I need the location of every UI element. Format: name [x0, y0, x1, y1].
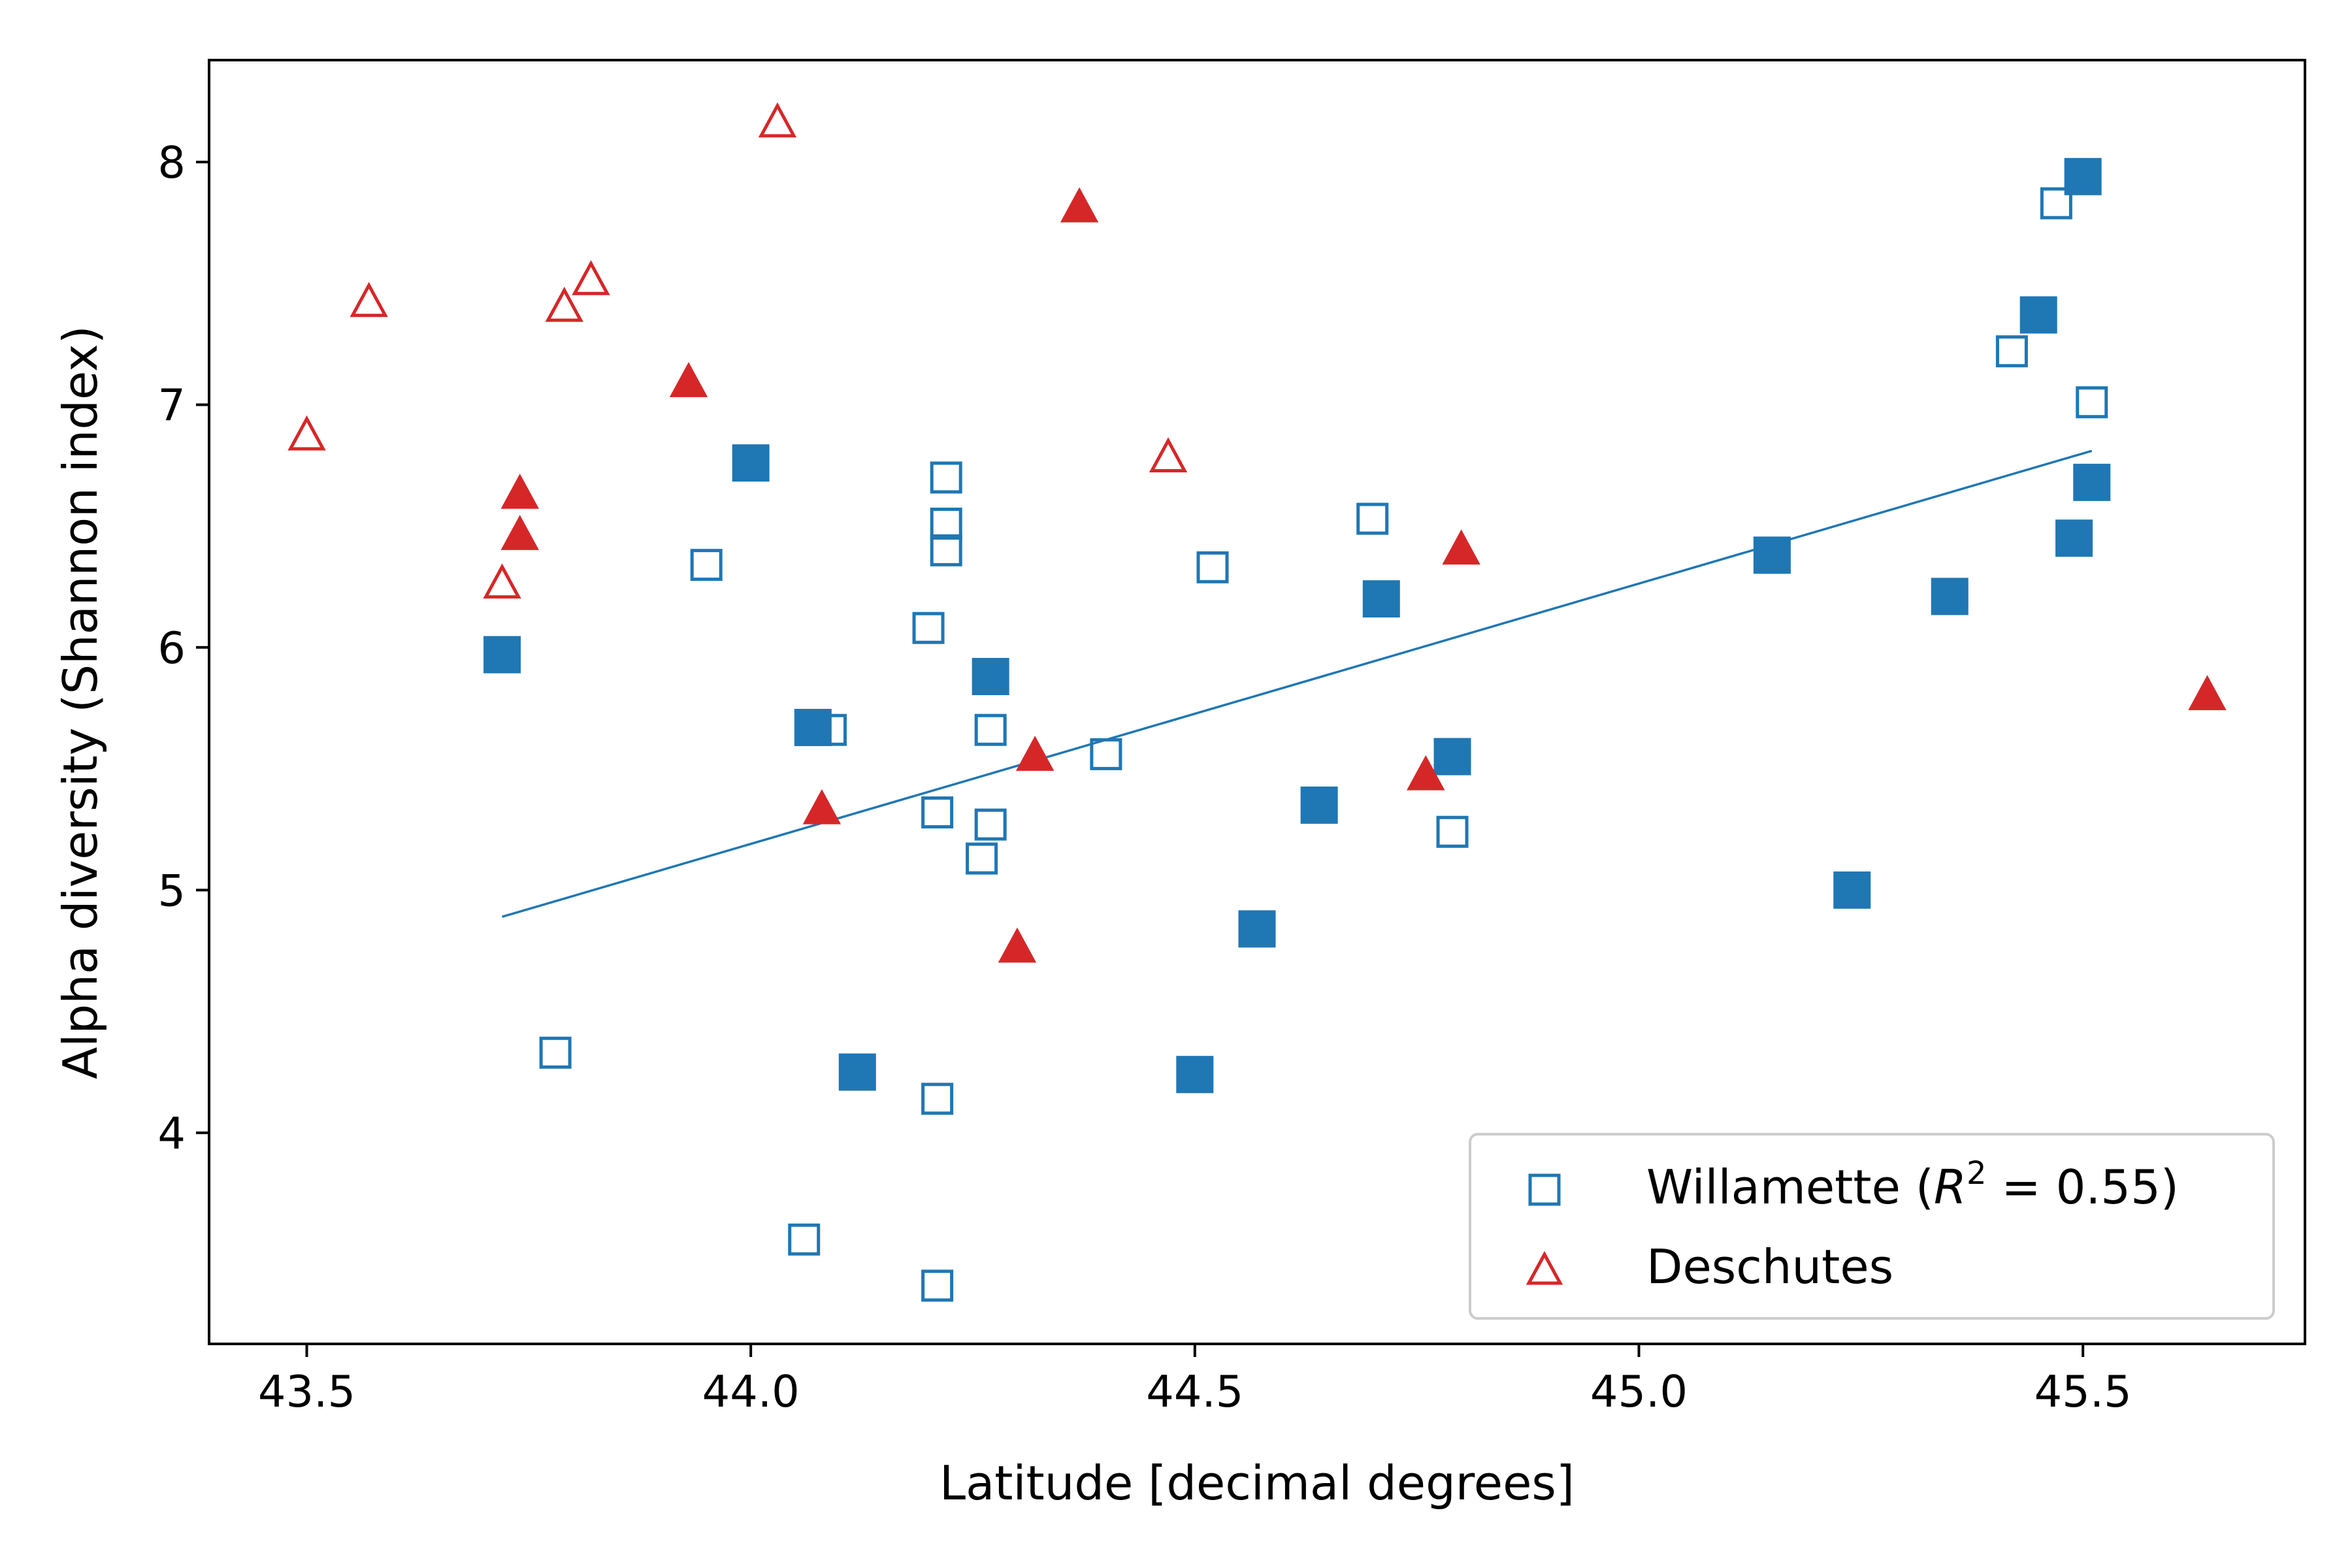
willamette-point	[1833, 871, 1871, 909]
deschutes-point	[2188, 675, 2227, 710]
x-axis-ticks: 43.5 44.0 44.5 45.0 45.5	[258, 1344, 2132, 1417]
fit-line-layer	[502, 449, 2093, 918]
deschutes-point	[758, 102, 797, 138]
x-tick-label: 45.5	[2034, 1366, 2132, 1417]
deschutes-point	[1442, 529, 1480, 565]
willamette-point	[2019, 296, 2057, 334]
willamette-point	[815, 713, 847, 746]
willamette-point	[912, 612, 945, 644]
plot-area	[208, 59, 2306, 1345]
legend-label-willamette-r: R	[1934, 1160, 1967, 1215]
legend-marker-willamette	[1528, 1173, 1561, 1206]
y-axis-label: Alpha diversity (Shannon index)	[53, 325, 108, 1079]
deschutes-point	[287, 415, 326, 451]
willamette-point	[974, 808, 1007, 841]
willamette-point	[483, 636, 521, 674]
deschutes-point	[669, 362, 708, 397]
willamette-point	[1196, 551, 1229, 583]
willamette-fit-line	[502, 449, 2093, 918]
willamette-point	[1362, 580, 1400, 618]
deschutes-point	[483, 563, 521, 599]
x-axis-label: Latitude [decimal degrees]	[939, 1456, 1575, 1511]
legend-box	[1469, 1133, 2275, 1320]
willamette-point	[838, 1053, 876, 1091]
willamette-point	[1995, 335, 2028, 368]
deschutes-point	[998, 927, 1037, 963]
willamette-point	[1090, 738, 1122, 770]
y-tick-label: 5	[157, 865, 186, 916]
x-tick-label: 44.0	[702, 1366, 800, 1417]
y-tick-label: 6	[157, 623, 186, 674]
deschutes-point	[572, 260, 610, 295]
willamette-point	[1753, 536, 1791, 574]
deschutes-point	[802, 789, 841, 825]
willamette-point	[2040, 187, 2072, 220]
y-tick-label: 7	[157, 380, 186, 431]
willamette-point	[921, 796, 954, 829]
willamette-point	[930, 534, 962, 566]
legend-label-deschutes: Deschutes	[1646, 1239, 1893, 1294]
willamette-point	[1436, 815, 1469, 848]
legend-label-willamette-suffix: = 0.55)	[1987, 1160, 2180, 1215]
x-tick-label: 43.5	[258, 1366, 355, 1417]
deschutes-point	[500, 515, 539, 550]
willamette-point	[732, 444, 770, 482]
willamette-point	[1931, 578, 1968, 615]
willamette-point	[2055, 519, 2093, 557]
willamette-point	[1176, 1056, 1214, 1094]
willamette-point	[2064, 157, 2102, 195]
willamette-point	[1300, 786, 1338, 824]
willamette-point	[966, 842, 998, 875]
deschutes-point	[1015, 736, 1054, 771]
willamette-point	[794, 709, 832, 747]
willamette-point	[2073, 463, 2111, 501]
willamette-point	[921, 1269, 954, 1302]
y-tick-label: 8	[157, 137, 186, 188]
willamette-point	[1238, 910, 1276, 948]
deschutes-point	[1407, 755, 1445, 791]
willamette-point	[2076, 386, 2108, 419]
willamette-point	[690, 549, 723, 581]
x-tick-label: 45.0	[1590, 1366, 1688, 1417]
deschutes-point	[1060, 187, 1099, 223]
data-points-layer	[287, 102, 2227, 1302]
willamette-point	[930, 507, 962, 540]
willamette-point	[788, 1223, 821, 1256]
willamette-point	[921, 1083, 954, 1115]
willamette-point	[1356, 502, 1389, 535]
deschutes-point	[350, 282, 388, 318]
legend-label-willamette-prefix: Willamette (	[1646, 1160, 1934, 1215]
y-tick-label: 4	[157, 1108, 186, 1159]
willamette-point	[972, 657, 1009, 695]
legend-label-willamette-exponent: 2	[1967, 1155, 1987, 1192]
deschutes-point	[545, 286, 583, 322]
willamette-point	[539, 1036, 572, 1069]
willamette-point	[974, 713, 1007, 746]
x-tick-label: 44.5	[1146, 1366, 1243, 1417]
legend-label-willamette: Willamette (R2 = 0.55)	[1646, 1155, 2179, 1215]
deschutes-point	[500, 473, 539, 509]
deschutes-point	[1149, 437, 1188, 472]
willamette-point	[1433, 738, 1471, 776]
legend: Willamette (R2 = 0.55) Deschutes	[1469, 1133, 2275, 1320]
willamette-point	[930, 461, 962, 494]
y-axis-ticks: 4 5 6 7 8	[157, 137, 209, 1159]
legend-marker-deschutes	[1526, 1250, 1563, 1285]
